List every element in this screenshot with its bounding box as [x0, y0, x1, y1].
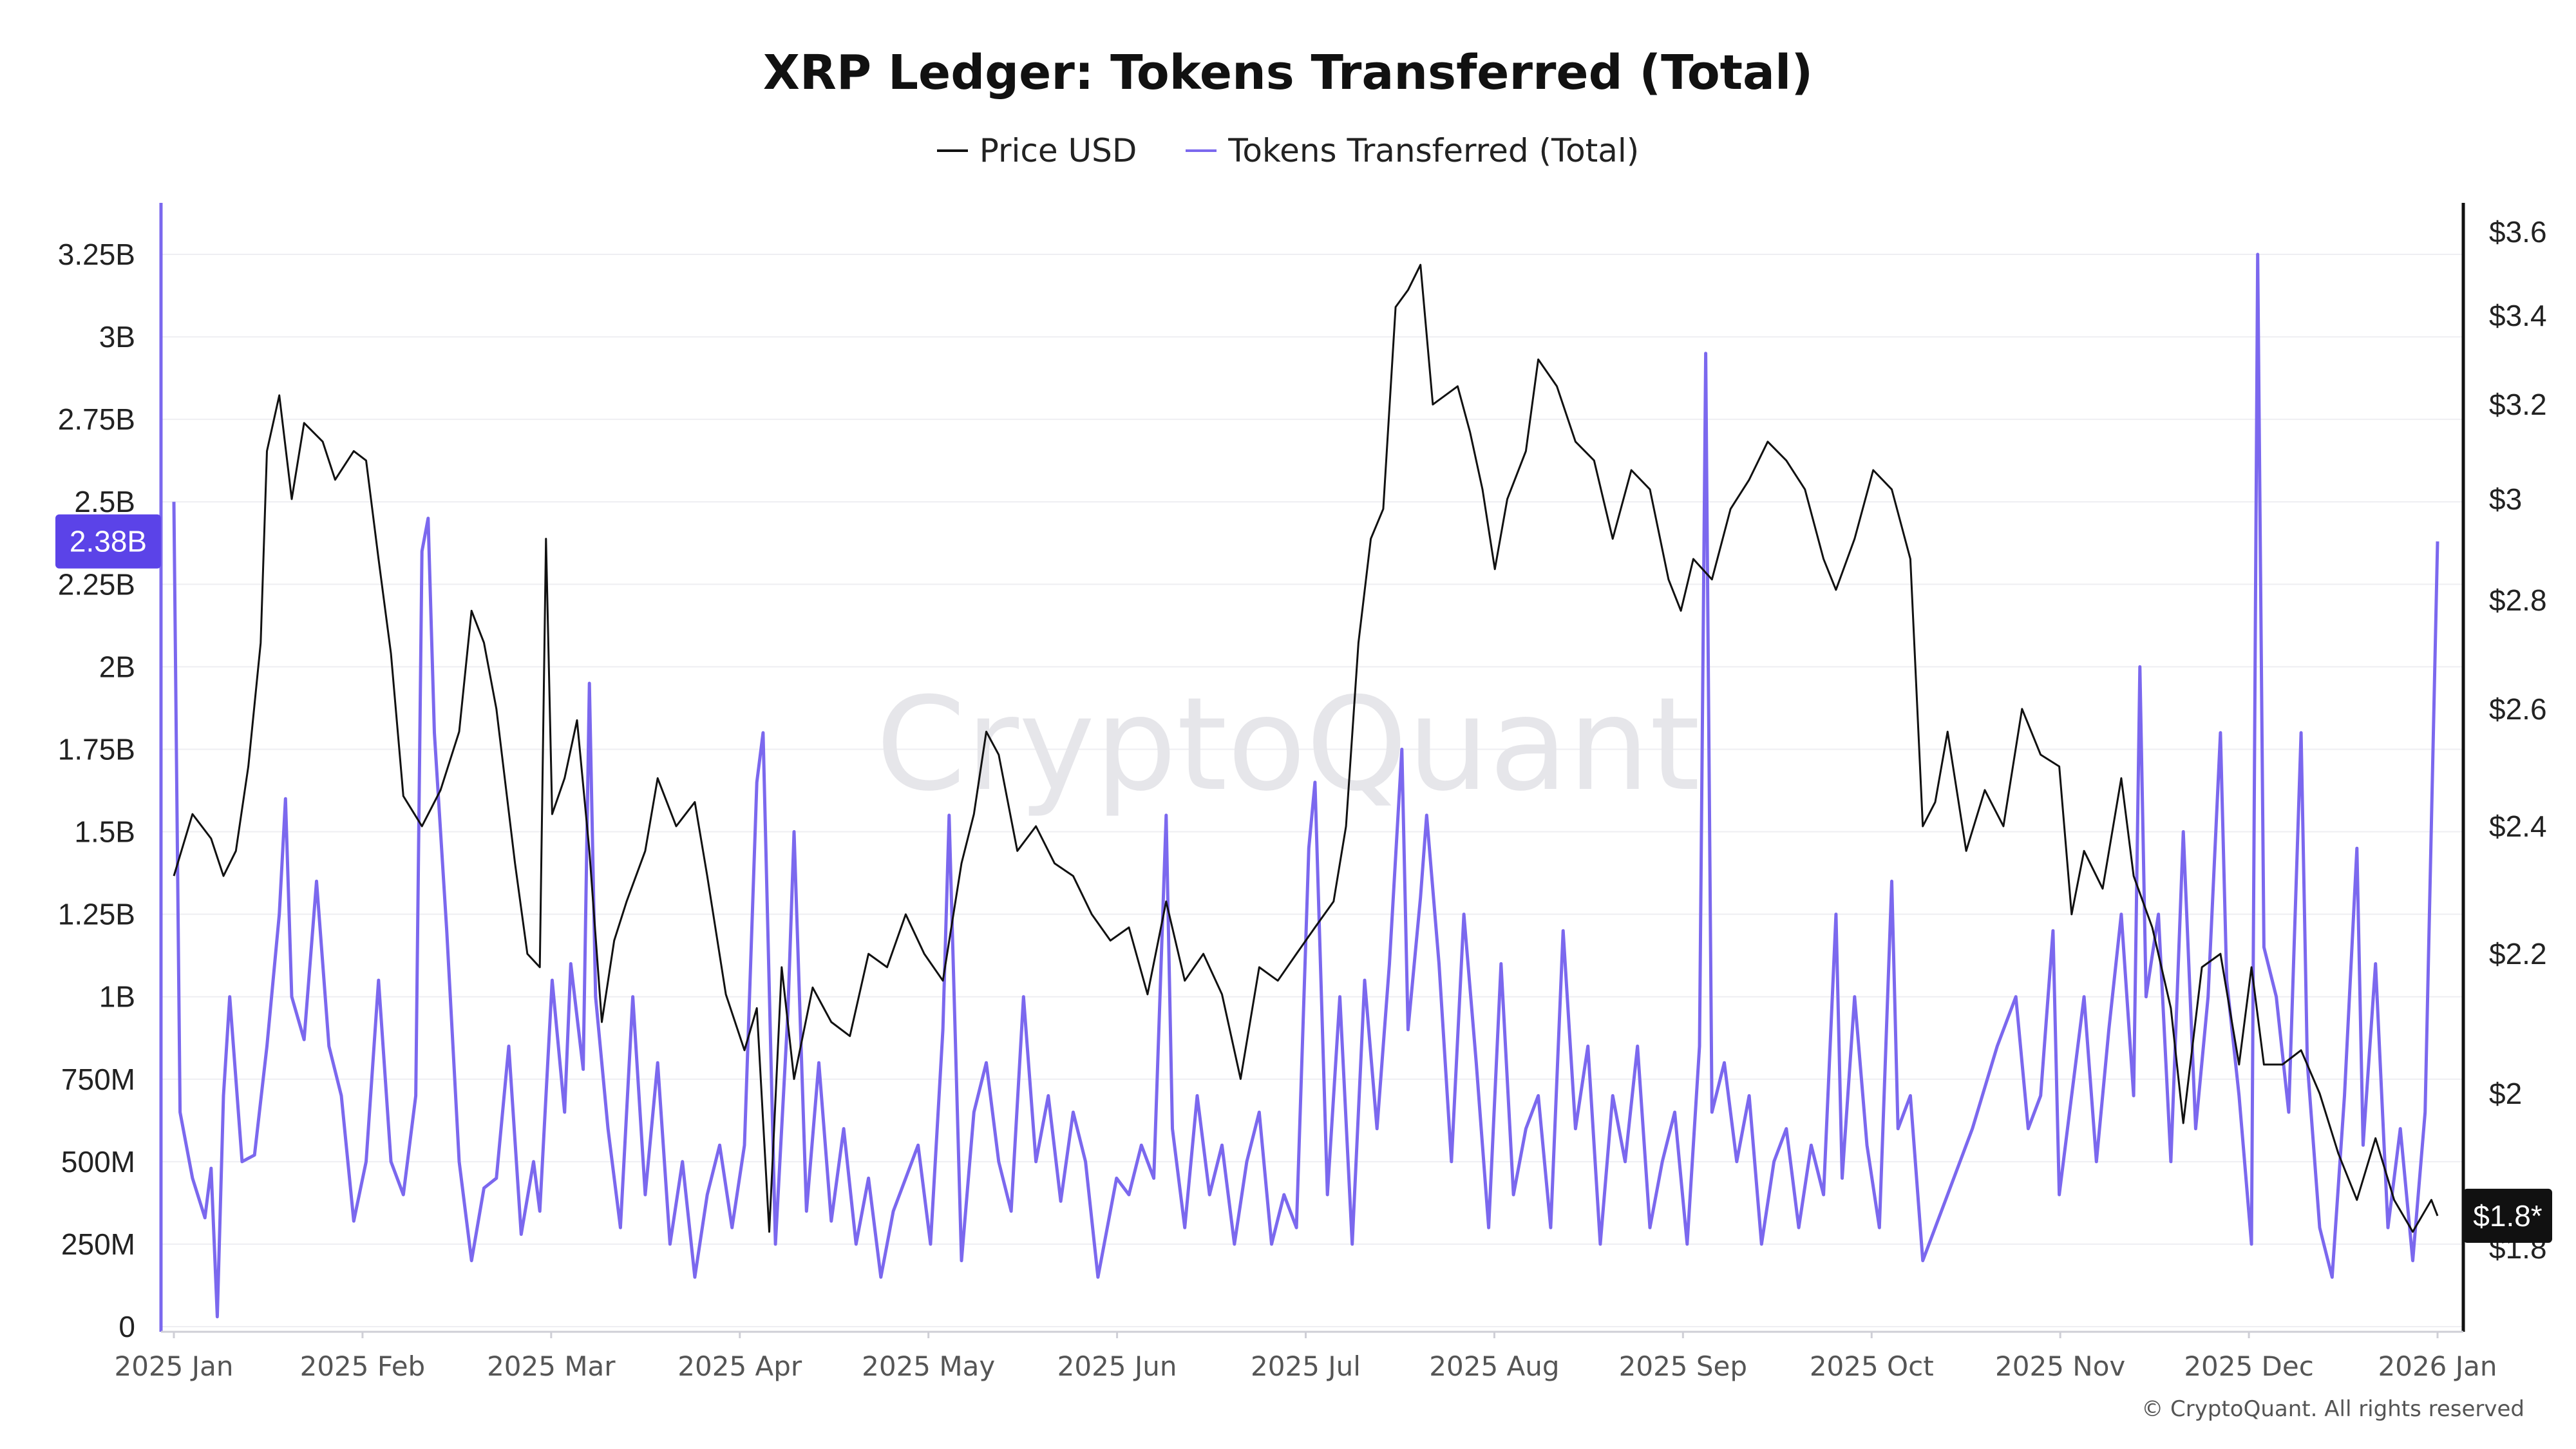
right-current-value-badge: $1.8* [2463, 1188, 2552, 1243]
left-tick-label: 1.5B [74, 815, 135, 849]
left-tick-label: 2B [99, 650, 135, 683]
x-tick-label: 2025 Apr [677, 1350, 802, 1382]
right-current-badge-label: $1.8* [2473, 1199, 2543, 1233]
x-tick-label: 2025 Jul [1251, 1350, 1361, 1382]
x-tick-label: 2025 Dec [2184, 1350, 2314, 1382]
legend-swatch-price [936, 149, 968, 152]
right-tick-label: $3 [2489, 482, 2522, 516]
right-tick-label: $3.4 [2489, 299, 2547, 332]
x-tick-label: 2025 Sep [1619, 1350, 1747, 1382]
x-tick-label: 2025 May [862, 1350, 995, 1382]
left-tick-label: 750M [61, 1063, 135, 1096]
left-tick-label: 0 [118, 1310, 135, 1343]
series-line-price-usd [173, 263, 2439, 1233]
left-tick-label: 2.25B [58, 567, 135, 601]
left-current-badge-bg [55, 514, 161, 569]
left-axis-ticks: 0 250M 500M 750M 1B 1.25B 1.5B 1.75B 2B 2.25B 2.5B… [58, 238, 135, 1343]
legend-item-tokens[interactable]: Tokens Transferred (Total) [1186, 132, 1639, 169]
right-tick-label: $2.6 [2489, 692, 2547, 726]
legend-label-price: Price USD [979, 132, 1137, 169]
right-tick-label: $2 [2489, 1077, 2522, 1110]
right-tick-label: $2.2 [2489, 937, 2547, 971]
left-tick-label: 1.75B [58, 732, 135, 766]
left-tick-label: 250M [61, 1227, 135, 1261]
legend: Price USD Tokens Transferred (Total) [0, 122, 2576, 169]
right-tick-label: $2.8 [2489, 583, 2547, 617]
left-tick-label: 3.25B [58, 238, 135, 271]
copyright-notice: © CryptoQuant. All rights reserved [2141, 1396, 2524, 1422]
right-tick-label: $2.4 [2489, 810, 2547, 843]
left-tick-label: 1.25B [58, 898, 135, 931]
legend-label-tokens: Tokens Transferred (Total) [1228, 132, 1640, 169]
x-tick-label: 2025 Jun [1057, 1350, 1177, 1382]
x-tick-label: 2025 Oct [1810, 1350, 1934, 1382]
legend-item-price[interactable]: Price USD [936, 132, 1137, 169]
series-line-tokens-transferred [172, 252, 2439, 1319]
left-tick-label: 3B [99, 320, 135, 354]
x-axis-ticks: 2025 Jan 2025 Feb 2025 Mar 2025 Apr 2025 May… [115, 1332, 2497, 1382]
x-tick-label: 2025 Aug [1429, 1350, 1559, 1382]
x-tick-label: 2025 Jan [115, 1350, 234, 1382]
right-tick-label: $3.2 [2489, 388, 2547, 421]
left-tick-label: 2.5B [74, 485, 135, 518]
x-tick-label: 2025 Feb [300, 1350, 426, 1382]
x-tick-label: 2026 Jan [2378, 1350, 2497, 1382]
x-tick-label: 2025 Nov [1995, 1350, 2125, 1382]
gridlines [161, 254, 2463, 1327]
watermark: CryptoQuant [876, 670, 1700, 820]
left-tick-label: 2.75B [58, 402, 135, 436]
x-tick-label: 2025 Mar [487, 1350, 616, 1382]
left-tick-label: 500M [61, 1145, 135, 1179]
right-axis-ticks: $1.8$2$2.2$2.4$2.6$2.8$3$3.2$3.4$3.6 [2489, 215, 2547, 1265]
legend-swatch-tokens [1186, 149, 1217, 152]
left-tick-label: 1B [99, 980, 135, 1014]
left-current-value-badge: 2.38B [55, 514, 161, 569]
right-tick-label: $3.6 [2489, 215, 2547, 249]
chart-title: XRP Ledger: Tokens Transferred (Total) [762, 45, 1814, 100]
right-current-badge-bg [2463, 1188, 2552, 1243]
left-current-badge-label: 2.38B [70, 525, 147, 558]
